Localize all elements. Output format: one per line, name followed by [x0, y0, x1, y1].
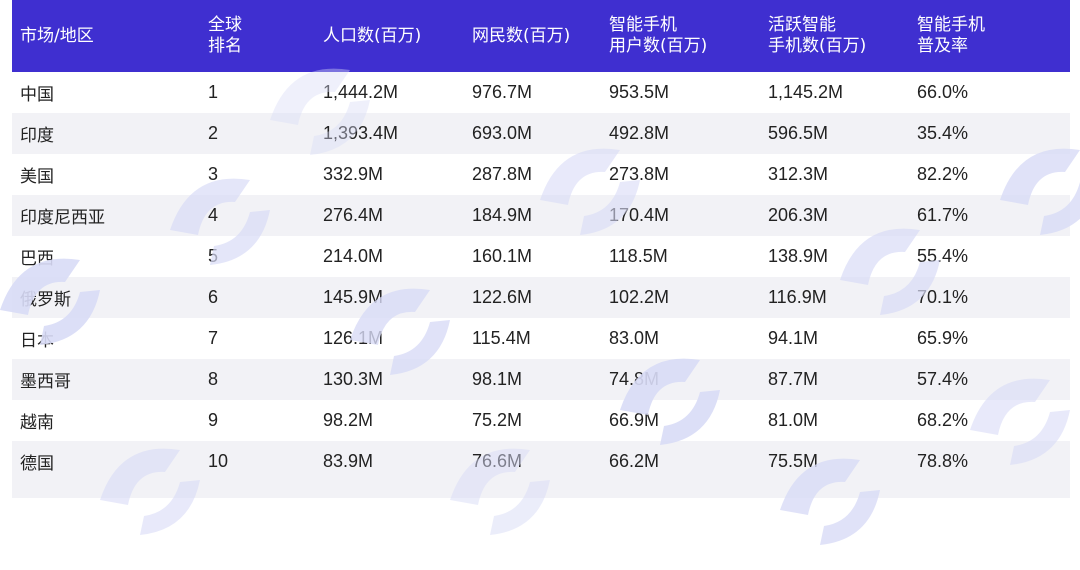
cell-market: 中国: [20, 85, 54, 105]
table-header-row: 市场/地区 全球 排名 人口数(百万) 网民数(百万) 智能手机 用户数(百万)…: [12, 0, 1070, 72]
cell-penetration-rate: 55.4%: [917, 246, 969, 266]
cell-rank: 8: [208, 369, 219, 389]
cell-internet-users: 693.0M: [472, 123, 533, 143]
cell-market: 美国: [20, 167, 54, 187]
cell-active-smartphones: 138.9M: [768, 246, 829, 266]
header-smartphone-users: 智能手机 用户数(百万): [609, 15, 708, 56]
cell-population: 130.3M: [323, 369, 384, 389]
cell-active-smartphones: 596.5M: [768, 123, 829, 143]
cell-population: 126.1M: [323, 328, 384, 348]
cell-smartphone-users: 102.2M: [609, 287, 670, 307]
cell-penetration-rate: 57.4%: [917, 369, 969, 389]
smartphone-market-table: 市场/地区 全球 排名 人口数(百万) 网民数(百万) 智能手机 用户数(百万)…: [12, 0, 1070, 482]
cell-active-smartphones: 81.0M: [768, 410, 819, 430]
cell-active-smartphones: 1,145.2M: [768, 82, 844, 102]
cell-penetration-rate: 61.7%: [917, 205, 969, 225]
table-row: 美国 3 332.9M 287.8M 273.8M 312.3M 82.2%: [12, 154, 1070, 195]
cell-population: 145.9M: [323, 287, 384, 307]
cell-internet-users: 287.8M: [472, 164, 533, 184]
cell-smartphone-users: 170.4M: [609, 205, 670, 225]
cell-internet-users: 76.6M: [472, 451, 523, 471]
cell-smartphone-users: 66.9M: [609, 410, 660, 430]
cell-rank: 10: [208, 451, 229, 471]
cell-population: 83.9M: [323, 451, 374, 471]
cell-population: 98.2M: [323, 410, 374, 430]
cell-internet-users: 976.7M: [472, 82, 533, 102]
header-global-rank: 全球 排名: [208, 15, 242, 56]
cell-internet-users: 98.1M: [472, 369, 523, 389]
cell-population: 276.4M: [323, 205, 384, 225]
cell-smartphone-users: 66.2M: [609, 451, 660, 471]
cell-population: 1,444.2M: [323, 82, 399, 102]
cell-active-smartphones: 94.1M: [768, 328, 819, 348]
cell-rank: 2: [208, 123, 219, 143]
table-row: 印度尼西亚 4 276.4M 184.9M 170.4M 206.3M 61.7%: [12, 195, 1070, 236]
cell-market: 墨西哥: [20, 372, 71, 392]
header-internet-users: 网民数(百万): [472, 25, 571, 46]
cell-active-smartphones: 87.7M: [768, 369, 819, 389]
cell-market: 巴西: [20, 249, 54, 269]
cell-population: 1,393.4M: [323, 123, 399, 143]
cell-active-smartphones: 312.3M: [768, 164, 829, 184]
header-active-smartphones: 活跃智能 手机数(百万): [768, 15, 867, 56]
header-market: 市场/地区: [20, 25, 94, 46]
table-row: 德国 10 83.9M 76.6M 66.2M 75.5M 78.8%: [12, 441, 1070, 482]
cell-penetration-rate: 70.1%: [917, 287, 969, 307]
cell-rank: 6: [208, 287, 219, 307]
cell-rank: 5: [208, 246, 219, 266]
cell-market: 日本: [20, 331, 54, 351]
cell-rank: 9: [208, 410, 219, 430]
cell-smartphone-users: 273.8M: [609, 164, 670, 184]
cell-internet-users: 75.2M: [472, 410, 523, 430]
cell-smartphone-users: 492.8M: [609, 123, 670, 143]
cell-penetration-rate: 82.2%: [917, 164, 969, 184]
cell-rank: 7: [208, 328, 219, 348]
table-row: 俄罗斯 6 145.9M 122.6M 102.2M 116.9M 70.1%: [12, 277, 1070, 318]
cell-penetration-rate: 68.2%: [917, 410, 969, 430]
cell-active-smartphones: 116.9M: [768, 287, 827, 307]
table-row: 巴西 5 214.0M 160.1M 118.5M 138.9M 55.4%: [12, 236, 1070, 277]
cell-population: 214.0M: [323, 246, 384, 266]
cell-penetration-rate: 78.8%: [917, 451, 969, 471]
table-row: 日本 7 126.1M 115.4M 83.0M 94.1M 65.9%: [12, 318, 1070, 359]
cell-market: 俄罗斯: [20, 290, 71, 310]
cell-internet-users: 122.6M: [472, 287, 533, 307]
table-row: 墨西哥 8 130.3M 98.1M 74.8M 87.7M 57.4%: [12, 359, 1070, 400]
cell-market: 印度: [20, 126, 54, 146]
cell-market: 越南: [20, 413, 54, 433]
cell-internet-users: 115.4M: [472, 328, 531, 348]
cell-rank: 3: [208, 164, 219, 184]
cell-active-smartphones: 75.5M: [768, 451, 819, 471]
cell-internet-users: 160.1M: [472, 246, 533, 266]
cell-smartphone-users: 83.0M: [609, 328, 660, 348]
cell-rank: 1: [208, 82, 219, 102]
table-tail-row: [12, 482, 1070, 498]
cell-penetration-rate: 66.0%: [917, 82, 969, 102]
cell-penetration-rate: 35.4%: [917, 123, 969, 143]
cell-active-smartphones: 206.3M: [768, 205, 829, 225]
cell-smartphone-users: 74.8M: [609, 369, 660, 389]
cell-market: 德国: [20, 454, 54, 474]
cell-penetration-rate: 65.9%: [917, 328, 969, 348]
header-penetration-rate: 智能手机 普及率: [917, 15, 985, 56]
table-row: 越南 9 98.2M 75.2M 66.9M 81.0M 68.2%: [12, 400, 1070, 441]
table-row: 中国 1 1,444.2M 976.7M 953.5M 1,145.2M 66.0%: [12, 72, 1070, 113]
header-population: 人口数(百万): [323, 25, 422, 46]
table-row: 印度 2 1,393.4M 693.0M 492.8M 596.5M 35.4%: [12, 113, 1070, 154]
cell-smartphone-users: 953.5M: [609, 82, 670, 102]
cell-internet-users: 184.9M: [472, 205, 533, 225]
cell-population: 332.9M: [323, 164, 384, 184]
cell-smartphone-users: 118.5M: [609, 246, 668, 266]
cell-rank: 4: [208, 205, 219, 225]
cell-market: 印度尼西亚: [20, 208, 105, 228]
